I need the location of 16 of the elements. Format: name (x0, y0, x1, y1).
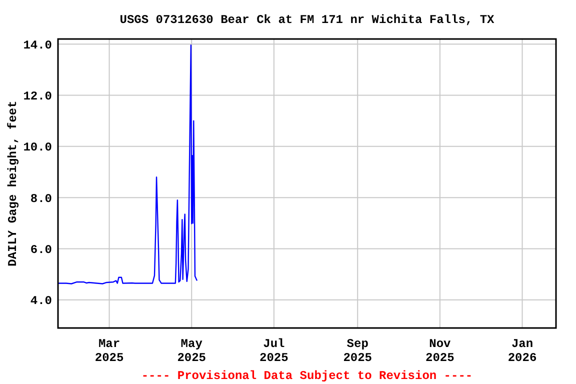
x-tick-label: Nov 2025 (426, 337, 454, 365)
x-tick-label: Mar 2025 (94, 337, 124, 365)
x-tick-label: May 2025 (177, 337, 206, 365)
x-tick-label: Jul 2025 (260, 337, 288, 365)
y-axis-title: DAILY Gage height, feet (6, 100, 20, 266)
y-tick-label: 8.0 (30, 192, 52, 206)
y-tick-label: 12.0 (23, 89, 52, 104)
chart-title: USGS 07312630 Bear Ck at FM 171 nr Wichita Falls, TX (120, 13, 496, 27)
y-tick-label: 4.0 (30, 294, 52, 308)
y-tick-label: 10.0 (23, 140, 52, 155)
x-tick-label: Jan 2026 (508, 337, 537, 365)
y-tick-label: 14.0 (23, 38, 52, 52)
x-tick-label: Sep 2025 (343, 337, 372, 365)
line-series (58, 44, 198, 284)
y-tick-label: 6.0 (30, 242, 52, 257)
text: ---- Provisional Data Subject to Revision ---- (141, 369, 473, 383)
